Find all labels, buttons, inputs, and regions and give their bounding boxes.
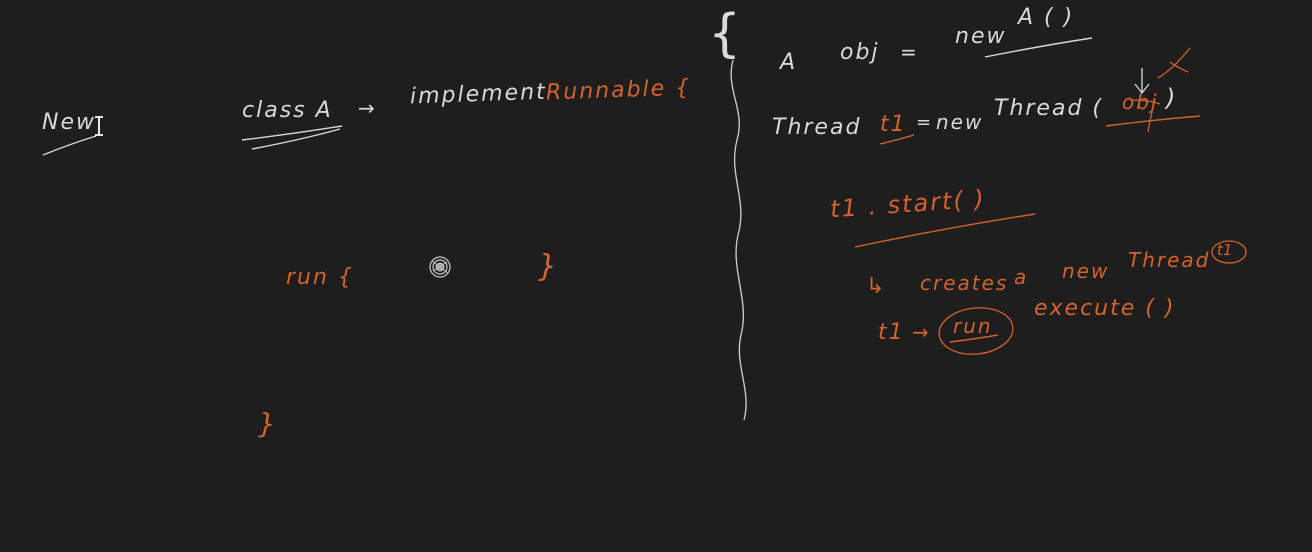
creates-t1: t1 [1217,241,1233,259]
start-underline [854,213,1036,248]
line1-a: A [780,50,798,75]
wavy-divider [730,59,747,421]
new-underline [42,135,97,156]
class-a-underline-2 [251,128,341,150]
exec-execute: execute ( ) [1034,296,1176,321]
run-underline [949,334,999,343]
line2-thread-ctor: Thread ( [994,96,1103,121]
runnable-label: Runnable { [545,75,692,106]
line2-new: new [936,110,984,134]
class-a-underline-1 [241,125,343,141]
text-cursor-icon [95,116,103,136]
obj-annotation-strokes [1129,47,1191,133]
t1-underline [879,134,915,145]
class-close-brace: } [258,407,278,440]
creates-new: new [1062,259,1110,283]
line2-t1: t1 [880,112,907,137]
implement-label: implement [409,79,548,110]
line1-obj: obj [840,40,880,65]
class-arrow: → [358,96,377,120]
creates-arrow: ↳ [866,274,887,299]
class-a-label: class A [242,98,333,123]
run-close-brace: } [538,249,560,284]
exec-run: run [953,314,993,338]
new-a-underline [984,37,1093,58]
creates-thread: Thread [1128,248,1211,272]
creates-word: creates [920,271,1009,295]
run-method-label: run { [286,265,354,290]
line1-ctor: A ( ) [1018,5,1075,30]
run-circle [938,307,1014,355]
exec-t1: t1 [878,320,905,345]
line1-eq: = [900,40,919,64]
line2-thread: Thread [772,115,862,140]
line2-arg: obj [1122,90,1159,114]
line2-close: ) [1166,84,1178,112]
t1-circle [1211,240,1247,264]
right-open-brace: { [708,4,744,64]
line2-eq: = [916,112,934,133]
new-heading: New [42,110,96,135]
creates-a: a [1014,265,1029,289]
line1-new: new [955,24,1007,49]
exec-arrow: → [912,320,931,344]
obj-underline [1105,115,1201,127]
down-arrow [1134,68,1150,95]
scribble-dot [429,256,451,278]
